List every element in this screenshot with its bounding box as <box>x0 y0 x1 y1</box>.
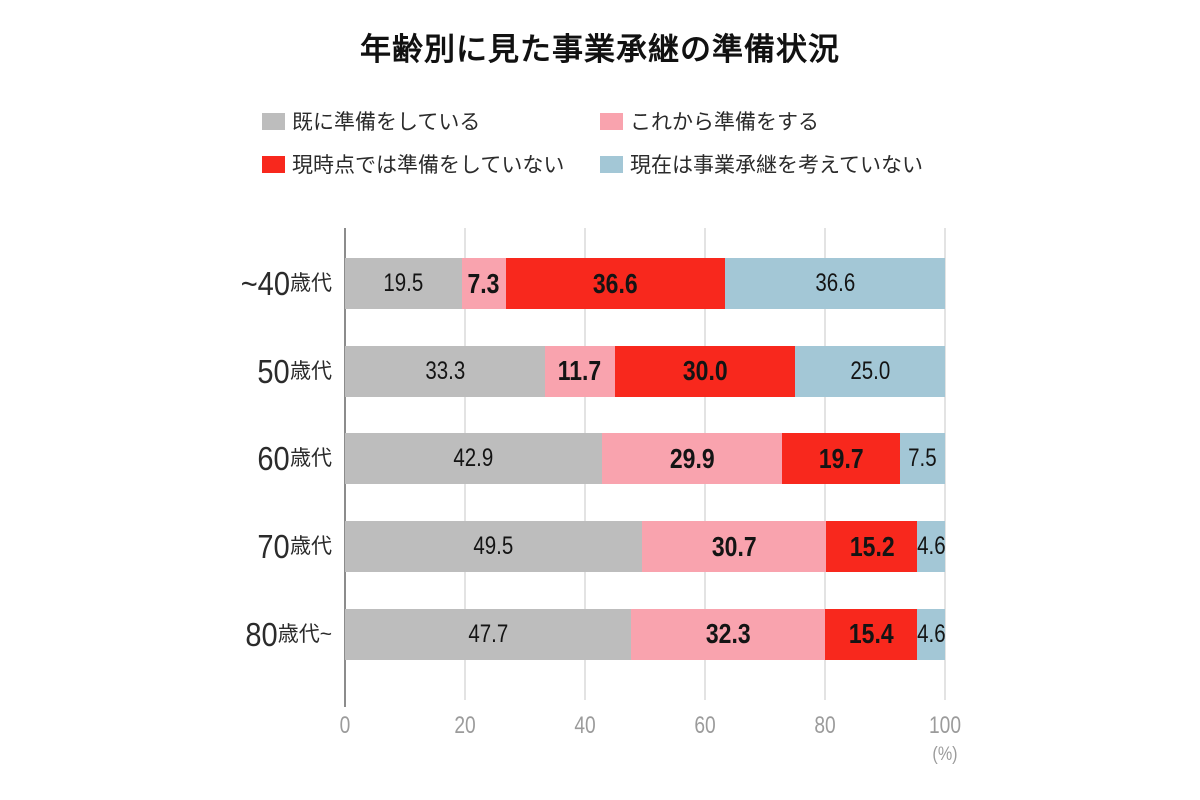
legend: 既に準備をしている これから準備をする現時点では準備をしていない 現在は事業承継を考… <box>262 108 923 177</box>
bar-value-label: 30.0 <box>682 355 728 387</box>
legend-item-2: 現時点では準備をしていない <box>262 151 600 177</box>
bar-segment-0-1: 7.3 <box>462 258 506 309</box>
legend-item-3: 現在は事業承継を考えていない <box>600 151 923 177</box>
bar-value-label: 47.7 <box>468 619 509 648</box>
x-tick-label-40: 40 <box>574 712 596 739</box>
bar-value-label: 29.9 <box>669 442 715 474</box>
legend-swatch-icon <box>262 155 285 173</box>
bar-segment-2-0: 42.9 <box>345 433 603 485</box>
bar-row-2: 42.9 29.9 19.7 7.5 <box>345 433 945 485</box>
category-label-number: 80 <box>245 615 278 653</box>
bar-segment-4-2: 15.4 <box>824 608 918 660</box>
bar-segment-4-1: 32.3 <box>631 608 825 660</box>
bar-segment-1-0: 33.3 <box>345 345 545 397</box>
bar-value-label: 15.4 <box>848 618 894 650</box>
bar-segment-1-2: 30.0 <box>614 345 795 397</box>
legend-swatch-icon <box>600 155 623 173</box>
bar-segment-0-2: 36.6 <box>505 258 726 309</box>
x-tick-label-0: 0 <box>339 712 351 739</box>
x-tick-label-20: 20 <box>454 712 476 739</box>
bar-value-label: 33.3 <box>424 356 465 385</box>
legend-swatch-icon <box>262 112 285 130</box>
bar-value-label: 49.5 <box>473 532 514 561</box>
bar-value-label: 7.3 <box>467 267 500 299</box>
bar-segment-0-0: 19.5 <box>345 258 462 309</box>
legend-item-0: 既に準備をしている <box>262 108 600 134</box>
bar-value-label: 15.2 <box>849 530 895 562</box>
bar-value-label: 4.6 <box>916 532 946 561</box>
bar-segment-3-1: 30.7 <box>642 521 827 573</box>
bar-segment-3-3: 4.6 <box>916 521 946 573</box>
bar-value-label: 19.7 <box>818 442 864 474</box>
category-label-4: 80 歳代~ <box>112 609 332 660</box>
bar-value-label: 4.6 <box>916 619 946 648</box>
category-label-suffix: 歳代 <box>290 535 332 559</box>
legend-item-label: これから準備をする <box>630 111 819 134</box>
x-axis-unit-label: (%) <box>932 744 958 765</box>
bar-row-4: 47.7 32.3 15.4 4.6 <box>345 608 946 660</box>
category-label-number: 60 <box>257 440 290 478</box>
bar-segment-3-0: 49.5 <box>345 521 642 573</box>
category-label-suffix: 歳代 <box>290 272 332 295</box>
x-tick-label-100: 100 <box>928 712 962 739</box>
bar-segment-1-1: 11.7 <box>544 345 615 397</box>
gridline-100 <box>944 228 946 700</box>
bar-value-label: 36.6 <box>815 269 856 297</box>
category-label-number: ~40 <box>240 265 290 302</box>
category-label-3: 70 歳代 <box>112 521 332 572</box>
bar-value-label: 25.0 <box>850 356 890 385</box>
category-label-number: 70 <box>257 528 290 566</box>
category-label-1: 50 歳代 <box>112 346 332 397</box>
bar-value-label: 42.9 <box>453 444 494 473</box>
category-label-suffix: 歳代 <box>290 447 332 471</box>
category-label-suffix: 歳代~ <box>277 622 332 646</box>
bar-value-label: 11.7 <box>558 355 602 387</box>
legend-item-1: これから準備をする <box>600 108 923 134</box>
category-label-number: 50 <box>257 352 290 390</box>
bar-row-1: 33.3 11.7 30.0 25.0 <box>345 345 945 397</box>
bar-segment-2-3: 7.5 <box>899 433 945 485</box>
bar-segment-4-3: 4.6 <box>916 608 946 660</box>
bar-segment-4-0: 47.7 <box>345 608 632 660</box>
category-label-2: 60 歳代 <box>112 433 332 484</box>
legend-item-label: 既に準備をしている <box>292 111 481 134</box>
bar-segment-3-2: 15.2 <box>826 521 918 573</box>
bar-value-label: 7.5 <box>908 444 937 473</box>
bar-segment-1-3: 25.0 <box>794 345 945 397</box>
legend-item-label: 現在は事業承継を考えていない <box>630 154 923 177</box>
bar-segment-2-1: 29.9 <box>602 433 782 485</box>
x-tick-label-80: 80 <box>814 712 836 739</box>
bar-row-3: 49.5 30.7 15.2 4.6 <box>345 521 946 573</box>
bar-row-0: 19.5 7.3 36.6 36.6 <box>345 258 945 309</box>
legend-item-label: 現時点では準備をしていない <box>292 154 565 177</box>
chart-title: 年齢別に見た事業承継の準備状況 <box>360 32 840 67</box>
bar-value-label: 19.5 <box>383 269 424 297</box>
bar-value-label: 36.6 <box>593 267 638 299</box>
bar-segment-2-2: 19.7 <box>781 433 900 485</box>
bar-value-label: 30.7 <box>711 530 757 562</box>
x-tick-label-60: 60 <box>694 712 716 739</box>
bar-value-label: 32.3 <box>705 618 751 650</box>
bar-segment-0-3: 36.6 <box>725 258 945 309</box>
legend-swatch-icon <box>600 112 623 130</box>
category-label-suffix: 歳代 <box>290 359 332 383</box>
category-label-0: ~40 歳代 <box>112 258 332 309</box>
